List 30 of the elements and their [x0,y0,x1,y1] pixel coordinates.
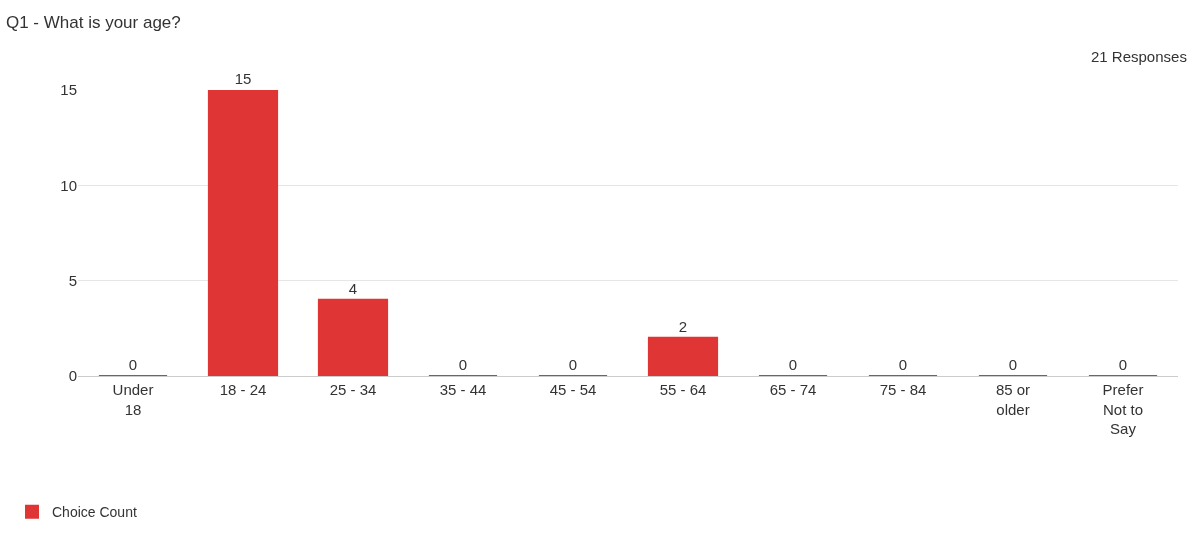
x-tick-label: 25 - 34 [329,381,377,398]
bar [647,336,719,376]
data-label: 0 [568,356,578,373]
legend-label: Choice Count [52,504,137,521]
chart-title: Q1 - What is your age? [5,13,181,33]
x-tick-label: 75 - 84 [879,381,927,398]
x-tick-label: Under 18 [112,381,154,418]
data-label: 0 [788,356,798,373]
x-tick-label: 18 - 24 [219,381,267,398]
x-tick-label: Prefer Not to Say [1102,381,1144,437]
y-tick-label: 10 [60,176,77,194]
x-tick-label: 55 - 64 [659,381,707,398]
y-tick-label: 15 [60,81,77,99]
data-label: 4 [348,279,358,297]
x-tick-label: 45 - 54 [549,381,597,398]
data-label: 0 [1008,356,1018,373]
data-label: 0 [458,356,468,373]
data-label: 0 [1118,356,1128,373]
y-tick-label: 0 [68,367,77,385]
bar [207,90,279,376]
y-tick-label: 5 [68,271,77,289]
data-label: 15 [234,70,252,87]
data-label: 2 [678,317,688,335]
x-tick-label: 85 or older [995,381,1031,418]
text: 21 Responses [1091,48,1187,65]
data-label: 0 [128,356,138,373]
bar [317,298,389,376]
data-label: 0 [898,356,908,373]
x-tick-label: 65 - 74 [769,381,817,398]
x-tick-label: 35 - 44 [439,381,487,398]
